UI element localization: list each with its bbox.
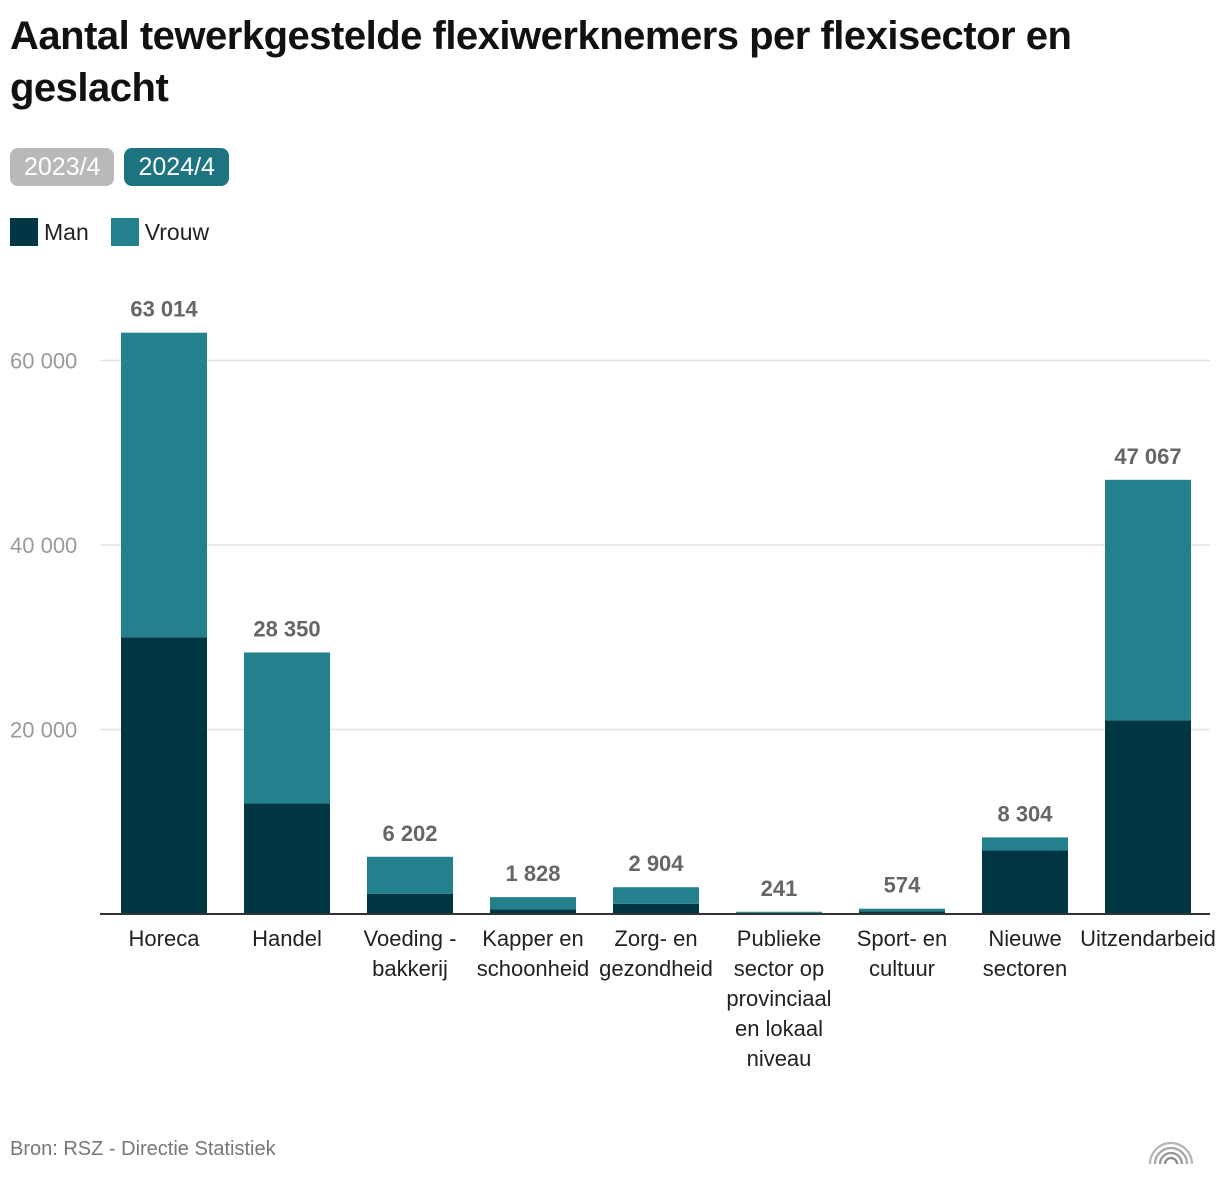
category-label: provinciaal xyxy=(726,986,831,1011)
total-label: 28 350 xyxy=(253,616,320,641)
y-tick-label: 20 000 xyxy=(10,718,77,743)
total-label: 63 014 xyxy=(130,297,198,322)
category-label: Nieuwe xyxy=(988,926,1061,951)
category-label: sectoren xyxy=(983,956,1067,981)
legend-item-man[interactable]: Man xyxy=(10,218,89,246)
total-label: 47 067 xyxy=(1114,444,1181,469)
bar-vrouw[interactable] xyxy=(121,332,207,638)
bar-man[interactable] xyxy=(490,909,576,914)
total-label: 2 904 xyxy=(628,851,684,876)
category-label: Sport- en xyxy=(857,926,948,951)
chart-title: Aantal tewerkgestelde flexiwerknemers pe… xyxy=(10,14,1072,110)
category-label: Kapper en xyxy=(482,926,584,951)
bar-man[interactable] xyxy=(244,803,330,914)
y-tick-label: 60 000 xyxy=(10,349,77,374)
category-label: Voeding - xyxy=(364,926,457,951)
bar-vrouw[interactable] xyxy=(859,908,945,912)
legend-item-vrouw[interactable]: Vrouw xyxy=(110,218,210,246)
category-label: gezondheid xyxy=(599,956,713,981)
legend-label-vrouw: Vrouw xyxy=(144,218,210,245)
bar-man[interactable] xyxy=(613,903,699,914)
arcs-logo-icon xyxy=(1148,1141,1194,1165)
source-note: Bron: RSZ - Directie Statistiek xyxy=(10,1138,276,1160)
bar-vrouw[interactable] xyxy=(613,887,699,904)
category-label: Handel xyxy=(252,926,322,951)
period-tabs: 2023/4 2024/4 xyxy=(10,148,229,186)
bar-vrouw[interactable] xyxy=(367,856,453,894)
bar-vrouw[interactable] xyxy=(244,652,330,804)
bar-vrouw[interactable] xyxy=(736,911,822,913)
category-label: Zorg- en xyxy=(614,926,697,951)
bar-man[interactable] xyxy=(982,850,1068,914)
category-label: en lokaal xyxy=(735,1016,823,1041)
total-label: 241 xyxy=(761,876,798,901)
legend-label-man: Man xyxy=(44,218,89,245)
category-label: sector op xyxy=(734,956,825,981)
bar-man[interactable] xyxy=(367,893,453,914)
legend-swatch-vrouw xyxy=(110,218,139,246)
category-label: schoonheid xyxy=(477,956,590,981)
total-label: 574 xyxy=(884,873,921,898)
legend: Man Vrouw xyxy=(10,218,209,246)
bar-vrouw[interactable] xyxy=(982,837,1068,851)
bar-vrouw[interactable] xyxy=(490,897,576,910)
bar-man[interactable] xyxy=(121,637,207,914)
category-label: niveau xyxy=(747,1046,812,1071)
category-label: Publieke xyxy=(737,926,821,951)
total-label: 8 304 xyxy=(997,801,1053,826)
legend-swatch-man xyxy=(10,218,38,246)
category-label: Uitzendarbeid xyxy=(1080,926,1216,951)
category-label: bakkerij xyxy=(372,956,448,981)
total-label: 6 202 xyxy=(382,821,437,846)
total-label: 1 828 xyxy=(505,861,560,886)
y-tick-label: 40 000 xyxy=(10,533,77,558)
tab-2023-4[interactable]: 2023/4 xyxy=(10,148,115,186)
category-label: cultuur xyxy=(869,956,935,981)
bar-man[interactable] xyxy=(859,911,945,914)
tab-2024-4[interactable]: 2024/4 xyxy=(124,148,229,186)
category-label: Horeca xyxy=(129,926,201,951)
stacked-bar-chart: 20 000 40 000 60 000 63 014 Horeca 28 350 Hand… xyxy=(10,297,1216,1071)
bar-man[interactable] xyxy=(1105,720,1191,914)
bar-vrouw[interactable] xyxy=(1105,479,1191,721)
